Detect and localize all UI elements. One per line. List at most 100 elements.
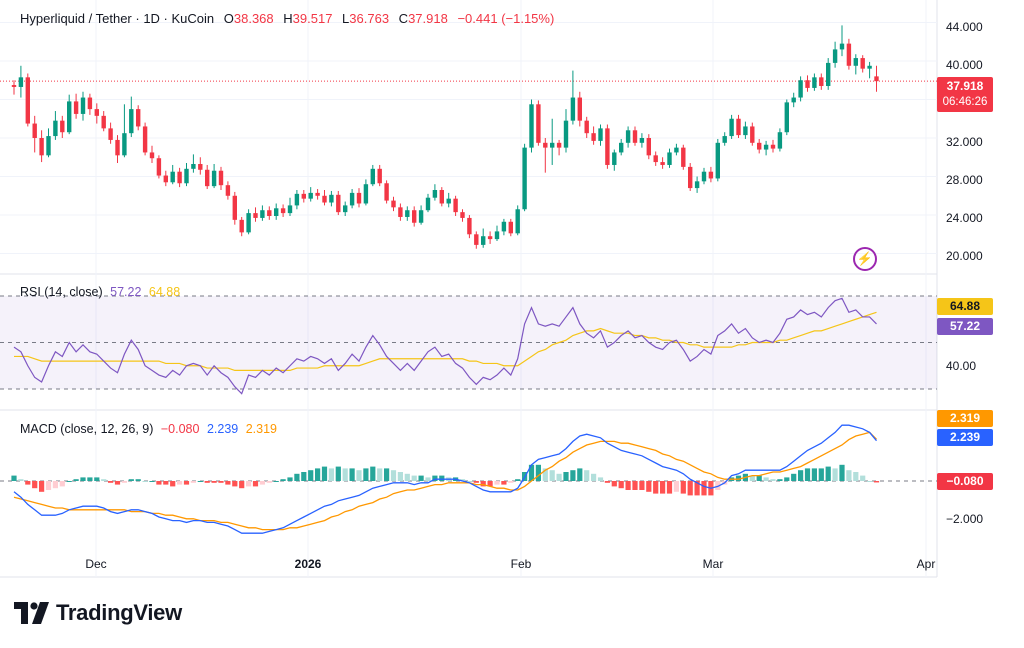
candle	[218, 170, 224, 186]
macd-hist-bar	[197, 481, 203, 482]
tradingview-logo[interactable]: TradingView	[14, 600, 182, 626]
candle	[563, 120, 569, 148]
candle	[639, 138, 645, 143]
macd-hist-bar	[52, 481, 58, 489]
candle	[60, 120, 65, 133]
macd-hist-bar	[791, 473, 797, 481]
candle	[653, 155, 658, 163]
candle	[170, 171, 175, 183]
macd-hist-bar	[646, 481, 652, 492]
x-label-dec: Dec	[85, 557, 107, 571]
candle	[377, 168, 382, 184]
macd-level-label: −2.000	[946, 512, 984, 526]
macd-hist-bar	[459, 479, 466, 481]
candle	[819, 77, 824, 86]
macd-hist-bar	[604, 481, 610, 483]
rsi-legend[interactable]: RSI (14, close) 57.22 64.88	[20, 285, 180, 299]
macd-hist-bar	[218, 481, 224, 483]
candle	[736, 118, 741, 136]
candle	[832, 49, 838, 63]
low-label: L	[342, 11, 350, 26]
macd-hist-bar	[466, 481, 472, 482]
rsi-ma-tag: 64.88	[937, 298, 993, 315]
open-value: 38.368	[233, 11, 274, 26]
candle	[418, 210, 424, 223]
macd-hist-bar	[535, 464, 541, 481]
candle	[619, 142, 624, 153]
x-label-apr: Apr	[916, 557, 936, 571]
macd-tag: 2.239	[937, 429, 993, 446]
macd-hist-bar	[473, 481, 479, 483]
macd-hist-bar	[335, 466, 341, 481]
candle	[80, 97, 86, 114]
macd-hist-bar	[142, 481, 148, 482]
candle	[598, 128, 603, 141]
macd-hist-bar	[404, 473, 410, 481]
tradingview-logo-icon	[14, 602, 49, 624]
macd-hist-bar	[749, 475, 755, 481]
macd-hist-bar	[177, 481, 183, 485]
high-value: 39.517	[292, 11, 333, 26]
symbol-legend[interactable]: Hyperliquid / Tether · 1D · KuCoin O38.3…	[20, 11, 554, 26]
macd-hist-bar	[425, 477, 431, 481]
x-label-mar: Mar	[702, 557, 724, 571]
candle	[370, 168, 375, 185]
macd-hist-bar	[211, 481, 217, 483]
macd-hist-bar	[356, 470, 362, 481]
candle	[412, 210, 417, 223]
candle	[770, 144, 776, 149]
macd-signal-line	[13, 431, 877, 531]
candle	[784, 102, 789, 133]
macd-hist-bar	[25, 481, 31, 485]
macd-hist-bar	[542, 468, 548, 481]
macd-title: MACD (close, 12, 26, 9)	[20, 422, 154, 436]
macd-signal-tag: 2.319	[937, 410, 993, 427]
candle	[722, 136, 727, 143]
candle	[694, 181, 700, 189]
macd-hist-bar	[18, 479, 24, 481]
macd-hist-bar	[818, 468, 824, 481]
candle	[446, 198, 451, 204]
candle	[336, 194, 341, 213]
macd-signal-value: 2.319	[245, 422, 277, 436]
countdown-value: 06:46:26	[942, 96, 988, 108]
macd-hist-bar	[860, 475, 866, 481]
macd-hist-bar	[280, 479, 286, 481]
candle	[115, 139, 120, 156]
rsi-level-label: 40.00	[946, 359, 977, 373]
price-pane	[0, 25, 937, 249]
macd-hist-bar	[577, 468, 583, 481]
macd-hist-bar	[101, 479, 107, 481]
candle	[425, 197, 431, 211]
candle	[474, 234, 479, 245]
macd-hist-bar	[673, 481, 679, 492]
macd-hist-bar	[266, 481, 272, 483]
macd-hist-bar	[204, 481, 210, 483]
candle	[391, 200, 396, 208]
macd-hist-bar	[342, 468, 348, 481]
macd-hist-bar	[873, 481, 880, 483]
macd-hist-bar	[163, 481, 169, 485]
macd-hist-bar	[287, 477, 293, 481]
candle	[536, 104, 541, 143]
macd-hist-bar	[694, 481, 700, 496]
rsi-pane	[0, 295, 937, 395]
macd-hist-bar	[777, 479, 783, 481]
macd-pane	[0, 424, 937, 534]
candle	[439, 190, 444, 204]
lightning-icon[interactable]: ⚡	[853, 247, 877, 271]
open-label: O	[223, 11, 234, 26]
candle	[515, 209, 520, 234]
candle	[32, 123, 37, 138]
candle	[591, 133, 596, 141]
macd-legend[interactable]: MACD (close, 12, 26, 9) −0.080 2.239 2.3…	[20, 422, 277, 436]
candle	[460, 212, 465, 218]
rsi-line	[13, 297, 877, 395]
candle	[294, 193, 300, 206]
macd-hist-bar	[666, 481, 673, 494]
candle	[53, 120, 58, 137]
macd-hist-bar	[80, 477, 86, 481]
macd-hist-bar	[94, 477, 100, 481]
macd-hist-bar	[308, 470, 314, 481]
